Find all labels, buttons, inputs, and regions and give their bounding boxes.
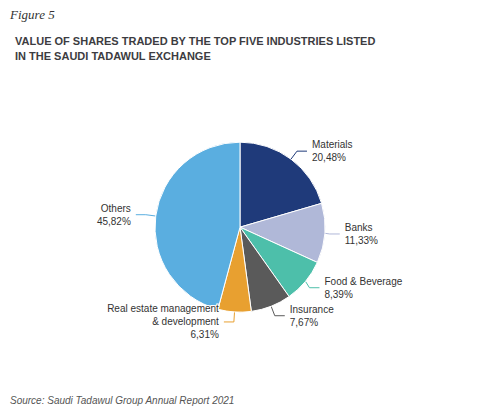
svg-text:Food & Beverage: Food & Beverage	[324, 276, 402, 287]
svg-text:& development: & development	[152, 316, 219, 327]
svg-text:20,48%: 20,48%	[312, 152, 346, 163]
svg-text:6,31%: 6,31%	[191, 329, 219, 340]
svg-text:Others: Others	[101, 203, 131, 214]
svg-text:8,39%: 8,39%	[324, 289, 352, 300]
svg-text:Figure 5: Figure 5	[9, 7, 55, 22]
svg-text:Insurance: Insurance	[290, 304, 334, 315]
svg-text:7,67%: 7,67%	[290, 317, 318, 328]
svg-text:45,82%: 45,82%	[97, 216, 131, 227]
svg-text:Real estate management: Real estate management	[107, 303, 219, 314]
svg-text:Source: Saudi Tadawul Group An: Source: Saudi Tadawul Group Annual Repor…	[10, 395, 234, 406]
svg-text:Materials: Materials	[312, 139, 353, 150]
svg-text:Banks: Banks	[345, 222, 373, 233]
svg-text:VALUE OF SHARES TRADED BY THE: VALUE OF SHARES TRADED BY THE TOP FIVE I…	[15, 35, 375, 47]
svg-text:11,33%: 11,33%	[345, 235, 378, 246]
svg-text:IN THE SAUDI TADAWUL EXCHANGE: IN THE SAUDI TADAWUL EXCHANGE	[15, 50, 211, 62]
